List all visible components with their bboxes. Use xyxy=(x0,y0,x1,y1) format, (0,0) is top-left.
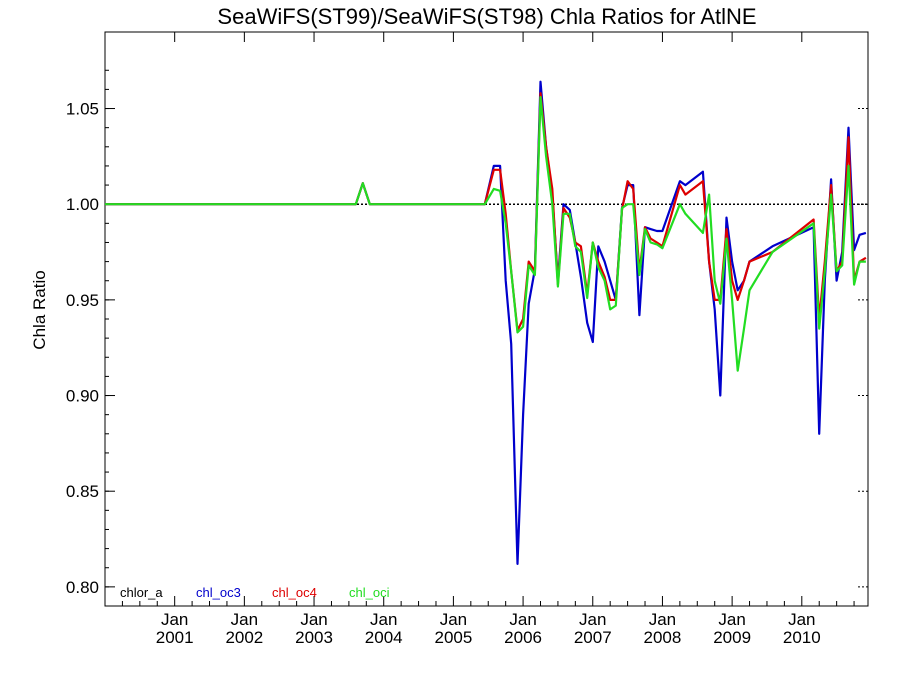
plot-frame xyxy=(104,31,869,607)
y-tick-label: 1.00 xyxy=(66,195,99,214)
x-tick-year-label: 2008 xyxy=(644,628,682,647)
x-tick-year-label: 2002 xyxy=(225,628,263,647)
y-tick-label: 0.90 xyxy=(66,387,99,406)
legend-item-chl_oc4: chl_oc4 xyxy=(272,585,317,600)
y-tick-label: 0.85 xyxy=(66,482,99,501)
x-tick-year-label: 2004 xyxy=(365,628,403,647)
y-tick-label: 0.80 xyxy=(66,578,99,597)
y-axis-label: Chla Ratio xyxy=(30,270,49,349)
x-tick-month-label: Jan xyxy=(231,610,258,629)
x-tick-year-label: 2007 xyxy=(574,628,612,647)
x-tick-year-label: 2001 xyxy=(156,628,194,647)
x-tick-month-label: Jan xyxy=(370,610,397,629)
chart-title: SeaWiFS(ST99)/SeaWiFS(ST98) Chla Ratios … xyxy=(217,4,756,29)
x-tick-year-label: 2006 xyxy=(504,628,542,647)
ticks-layer: 0.800.850.900.951.001.05Jan2001Jan2002Ja… xyxy=(66,32,868,647)
series-layer xyxy=(105,80,867,566)
x-tick-month-label: Jan xyxy=(718,610,745,629)
x-tick-month-label: Jan xyxy=(300,610,327,629)
x-tick-year-label: 2003 xyxy=(295,628,333,647)
y-tick-label: 1.05 xyxy=(66,100,99,119)
x-tick-year-label: 2009 xyxy=(713,628,751,647)
legend-item-chl_oci: chl_oci xyxy=(349,585,390,600)
x-tick-month-label: Jan xyxy=(788,610,815,629)
y-tick-label: 0.95 xyxy=(66,291,99,310)
legend-item-chl_oc3: chl_oc3 xyxy=(196,585,241,600)
x-tick-month-label: Jan xyxy=(649,610,676,629)
series-line-chl_oc4 xyxy=(105,92,867,332)
series-line-chl_oc3 xyxy=(105,80,867,566)
series-line-chl_oci xyxy=(105,95,866,372)
x-tick-month-label: Jan xyxy=(440,610,467,629)
x-tick-year-label: 2010 xyxy=(783,628,821,647)
x-tick-month-label: Jan xyxy=(161,610,188,629)
x-tick-year-label: 2005 xyxy=(434,628,472,647)
legend-item-chlor_a: chlor_a xyxy=(120,585,163,600)
legend: chlor_a chl_oc3 chl_oc4 chl_oci xyxy=(120,585,390,600)
x-tick-month-label: Jan xyxy=(509,610,536,629)
x-tick-month-label: Jan xyxy=(579,610,606,629)
